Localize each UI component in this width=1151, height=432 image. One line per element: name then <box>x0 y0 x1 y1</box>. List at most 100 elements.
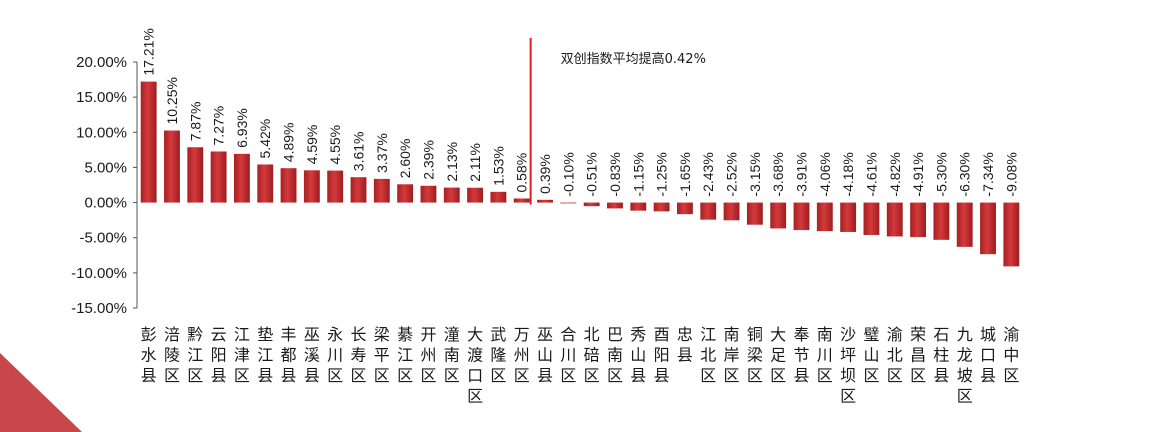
x-category-label: 长寿区 <box>350 325 366 385</box>
data-label: -2.52% <box>724 152 740 196</box>
x-category-label: 大渡口区 <box>467 325 483 406</box>
data-label: -1.65% <box>677 152 693 196</box>
data-labels: 17.21% 10.25% 7.87% 7.27% 6.93% 5.42% 4.89% 4.5… <box>141 28 1020 196</box>
bar <box>443 187 460 203</box>
y-tick-label: 5.00% <box>84 159 127 176</box>
bar <box>816 202 833 232</box>
x-category-label: 北碚区 <box>584 325 600 385</box>
y-tick-label: 15.00% <box>76 89 127 106</box>
x-category-label: 奉节县 <box>793 325 809 385</box>
bar <box>257 164 274 203</box>
data-label: 0.39% <box>537 154 553 194</box>
data-label: -0.83% <box>607 152 623 196</box>
data-label: -0.10% <box>560 152 576 196</box>
bar <box>210 151 227 203</box>
x-category-label: 石柱县 <box>933 325 949 385</box>
y-tick-label: 10.00% <box>76 124 127 141</box>
bar <box>723 202 740 221</box>
data-label: -3.91% <box>794 152 810 196</box>
x-axis-labels: 彭水县涪陵区黔江区云阳县江津区垫江县丰都县巫溪县永川区长寿区梁平区綦江区开州区潼… <box>141 325 1020 406</box>
bar <box>700 202 717 220</box>
data-label: -1.15% <box>630 152 646 196</box>
bar <box>397 184 414 203</box>
x-category-label: 江北区 <box>700 325 716 385</box>
bar <box>607 202 623 209</box>
x-category-label: 云阳县 <box>211 325 227 385</box>
x-category-label: 九龙坡区 <box>957 325 973 406</box>
annotation-text: 双创指数平均提高0.42% <box>561 51 706 67</box>
data-label: 7.87% <box>187 102 203 142</box>
x-category-label: 江津区 <box>234 325 250 385</box>
data-label: 2.11% <box>467 143 483 182</box>
data-label: -2.43% <box>700 152 716 196</box>
bar <box>863 202 880 235</box>
bar <box>746 202 763 225</box>
bar <box>1003 202 1020 267</box>
x-category-label: 巫溪县 <box>304 325 320 385</box>
bar <box>350 177 367 203</box>
x-category-label: 垫江县 <box>257 325 273 385</box>
x-category-label: 丰都县 <box>281 325 297 385</box>
x-category-label: 巴南区 <box>607 325 623 385</box>
bar <box>886 202 903 237</box>
bars <box>140 81 1020 267</box>
x-category-label: 武隆区 <box>490 325 506 385</box>
x-category-label: 荣昌区 <box>910 325 926 385</box>
data-label: -4.06% <box>817 152 833 196</box>
bar <box>630 202 647 211</box>
x-category-label: 沙坪坝区 <box>840 325 856 406</box>
x-category-label: 铜梁区 <box>747 325 763 385</box>
data-label: -3.15% <box>747 152 763 196</box>
bar <box>327 170 344 203</box>
x-category-label: 渝北区 <box>887 325 903 385</box>
y-tick-label: 0.00% <box>84 195 127 212</box>
x-category-label: 酉阳县 <box>654 325 670 385</box>
bar <box>420 185 437 203</box>
data-label: 4.59% <box>304 125 320 165</box>
bar <box>910 202 927 238</box>
x-category-label: 巫山县 <box>537 325 553 385</box>
bar <box>560 202 577 204</box>
data-label: -4.18% <box>840 152 856 196</box>
data-label: 6.93% <box>234 108 250 148</box>
bar <box>980 202 996 255</box>
y-tick-label: 20.00% <box>76 54 127 71</box>
x-category-label: 南岸区 <box>724 325 740 385</box>
data-label: 5.42% <box>257 119 273 159</box>
data-label: -4.91% <box>910 152 926 196</box>
x-category-label: 忠县 <box>677 325 693 365</box>
x-category-label: 梁平区 <box>374 325 390 385</box>
x-category-label: 璧山区 <box>863 325 879 385</box>
x-category-label: 渝中区 <box>1003 325 1019 385</box>
data-label: 7.27% <box>211 106 227 146</box>
x-category-label: 綦江区 <box>397 325 413 385</box>
y-tick-label: -10.00% <box>71 265 127 282</box>
x-category-label: 城口县 <box>980 325 996 385</box>
x-category-label: 南川区 <box>817 325 833 385</box>
bar <box>956 202 973 247</box>
bar <box>140 81 157 203</box>
data-label: 0.58% <box>514 153 530 193</box>
data-label: -5.30% <box>933 152 949 196</box>
bar <box>280 168 297 203</box>
x-category-label: 万州区 <box>514 325 530 385</box>
bar <box>164 130 180 203</box>
x-category-label: 潼南区 <box>444 325 460 385</box>
x-category-label: 涪陵区 <box>164 325 180 385</box>
data-label: 4.89% <box>281 122 297 162</box>
data-label: 17.21% <box>141 28 157 75</box>
bar <box>303 170 320 203</box>
data-label: 4.55% <box>327 125 343 165</box>
bar <box>653 202 670 212</box>
x-category-label: 黔江区 <box>187 325 203 385</box>
x-category-label: 永川区 <box>327 325 343 385</box>
y-tick-label: -5.00% <box>79 230 127 247</box>
data-label: -1.25% <box>654 152 670 196</box>
x-category-label: 秀山县 <box>630 325 646 385</box>
data-label: -3.68% <box>770 152 786 196</box>
y-axis: 20.00% 15.00% 10.00% 5.00% 0.00% -5.00% -10.00… <box>71 54 138 317</box>
y-tick-label: -15.00% <box>71 300 127 317</box>
bar <box>233 153 250 203</box>
x-category-label: 彭水县 <box>141 325 157 385</box>
